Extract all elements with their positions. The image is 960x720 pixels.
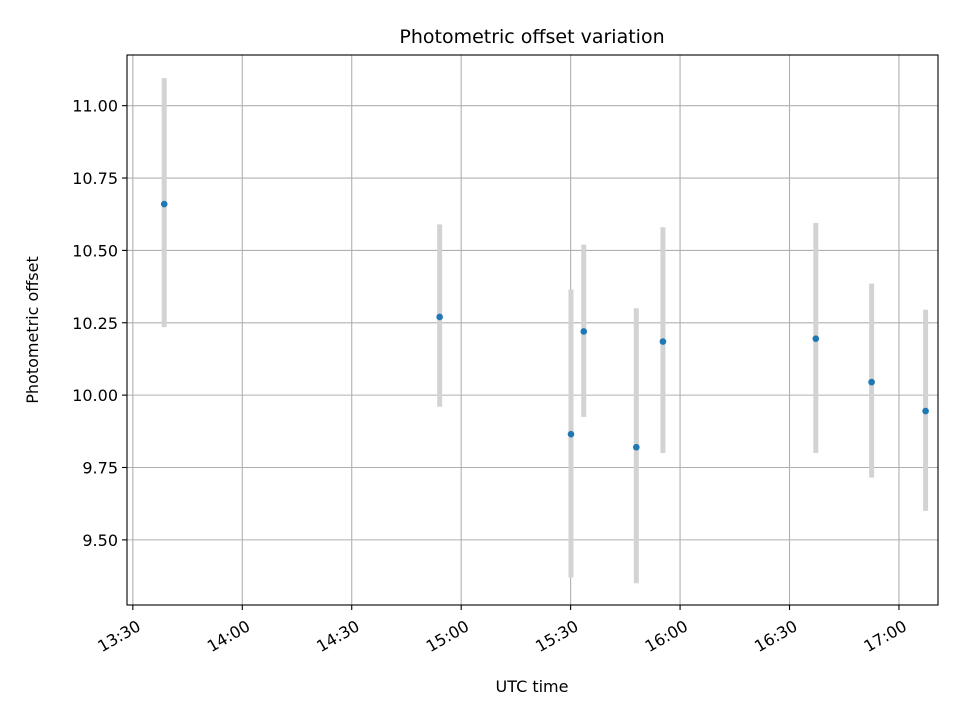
y-tick-label: 10.00 [72, 386, 118, 405]
data-points [160, 200, 929, 451]
y-tick-label: 10.25 [72, 314, 118, 333]
x-axis-label: UTC time [496, 677, 569, 696]
data-point [436, 313, 443, 321]
data-point [580, 328, 588, 335]
data-point [868, 378, 875, 386]
data-point [922, 407, 929, 415]
data-point [659, 338, 667, 345]
y-tick-label: 10.75 [72, 169, 118, 188]
plot-area: 13:30 14:00 14:30 15:00 15:30 16:00 16:30 17:00… [72, 54, 939, 656]
y-axis-label: Photometric offset [23, 256, 42, 404]
chart-title: Photometric offset variation [399, 26, 664, 48]
y-axis-ticks: 9.50 9.75 10.00 10.25 10.50 10.75 11.00 [72, 97, 127, 550]
y-tick-label: 10.50 [72, 241, 118, 260]
axes-background [127, 55, 938, 605]
grid [127, 55, 938, 605]
data-point [567, 430, 575, 438]
y-tick-label: 11.00 [72, 97, 118, 116]
data-point [812, 335, 820, 342]
axes-frame [126, 54, 939, 606]
data-point [160, 200, 168, 208]
y-tick-label: 9.75 [82, 459, 118, 478]
data-point [632, 443, 640, 451]
y-tick-label: 9.50 [82, 531, 118, 550]
